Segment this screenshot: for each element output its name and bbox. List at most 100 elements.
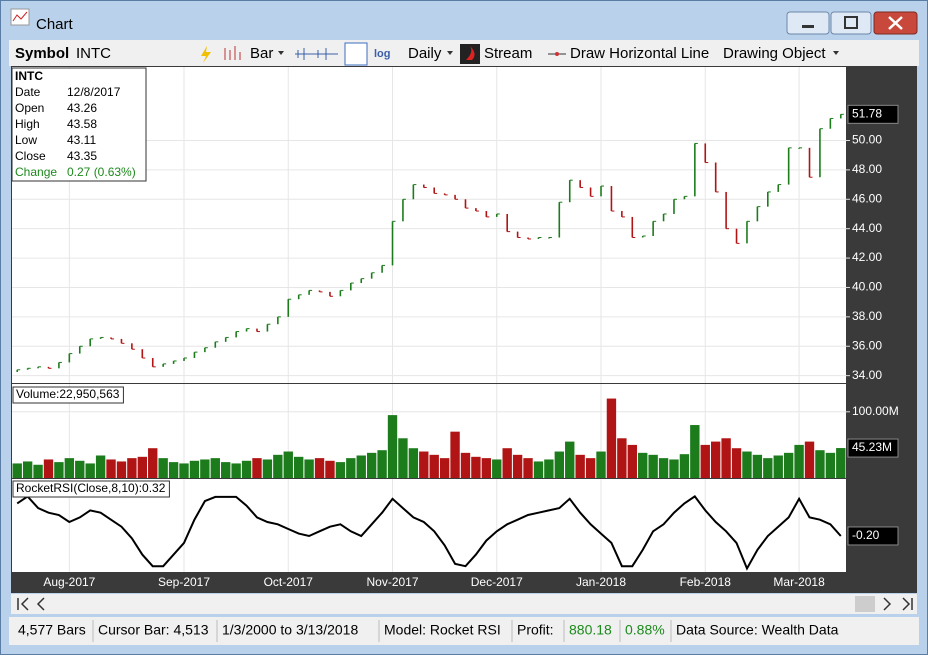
volume-bar: [231, 463, 241, 478]
volume-bar: [502, 448, 512, 478]
volume-bar: [533, 461, 544, 478]
volume-bar: [64, 458, 75, 478]
volume-bar: [596, 451, 606, 478]
info-value: 43.26: [67, 101, 97, 115]
volume-bar: [95, 455, 106, 478]
volume-bar: [137, 456, 148, 478]
info-change-label: Change: [15, 165, 57, 179]
volume-bar: [75, 460, 85, 478]
toolbar-bar-style[interactable]: Bar: [250, 45, 273, 62]
zoom-icons[interactable]: [295, 48, 338, 60]
lightning-icon[interactable]: [201, 46, 211, 63]
x-tick-label: Nov-2017: [366, 575, 418, 589]
volume-bar: [783, 452, 794, 478]
scrollbar[interactable]: [11, 594, 917, 614]
last-value-label: 51.78: [852, 106, 882, 120]
volume-bar: [763, 458, 773, 478]
volume-bar: [148, 448, 158, 478]
volume-bar: [710, 441, 721, 478]
last-value-label: -0.20: [852, 528, 880, 542]
x-tick-label: Sep-2017: [158, 575, 210, 589]
scroll-arrows[interactable]: [17, 597, 913, 611]
volume-bar: [669, 459, 679, 478]
last-value-box: [847, 438, 899, 458]
stream-icon[interactable]: [460, 44, 480, 64]
status-bar: [9, 617, 919, 645]
volume-bar: [356, 455, 366, 478]
maximize-button[interactable]: [830, 11, 872, 35]
volume-bar: [721, 438, 731, 478]
bar-icon[interactable]: [224, 46, 241, 60]
info-value: 43.11: [67, 133, 96, 147]
volume-bar: [200, 459, 210, 478]
volume-bar: [679, 454, 690, 478]
volume-bar: [617, 438, 627, 478]
info-value: 43.58: [67, 117, 97, 131]
volume-bar: [658, 458, 669, 478]
status-item: 880.18: [569, 622, 612, 638]
minimize-button[interactable]: [786, 11, 830, 35]
panel-title-box: [12, 480, 170, 498]
y-tick-label: 34.00: [852, 368, 882, 382]
volume-bar: [241, 460, 252, 478]
volume-bar: [700, 444, 710, 478]
volume-bar: [773, 455, 783, 478]
volume-bar: [283, 451, 293, 478]
panel-title: RocketRSI(Close,8,10):0.32: [16, 481, 166, 495]
stream-flame: [466, 46, 475, 60]
volume-bar: [825, 452, 836, 478]
volume-bar: [221, 462, 231, 478]
volume-bar: [554, 451, 565, 478]
last-value-box: [847, 104, 899, 124]
y-tick-label: 40.00: [852, 280, 882, 294]
volume-bar: [387, 415, 398, 478]
volume-panel: [12, 384, 846, 478]
volume-bar: [492, 459, 502, 478]
volume-bar: [273, 454, 283, 478]
info-value: 43.35: [67, 149, 97, 163]
toolbar-draw-line[interactable]: Draw Horizontal Line: [570, 45, 709, 62]
volume-bar: [85, 463, 95, 478]
volume-bar: [481, 458, 492, 478]
info-symbol: INTC: [15, 69, 43, 83]
minimize-icon: [802, 25, 814, 28]
app-icon: [10, 8, 30, 26]
toolbar-drawing-object[interactable]: Drawing Object: [723, 45, 826, 62]
y-tick-label: 42.00: [852, 250, 882, 264]
volume-bar: [565, 441, 575, 478]
toggle-button[interactable]: [344, 42, 368, 66]
app-icon-line: [12, 11, 28, 22]
y-tick-label: 38.00: [852, 309, 882, 323]
status-item: 0.88%: [625, 622, 665, 638]
info-label: Open: [15, 101, 44, 115]
status-item: Cursor Bar: 4,513: [98, 622, 209, 638]
volume-bar: [544, 459, 554, 478]
volume-bar: [460, 452, 471, 478]
status-item: 4,577 Bars: [18, 622, 86, 638]
volume-bar: [12, 463, 22, 478]
y-tick-label: 50.00: [852, 133, 882, 147]
volume-bar: [293, 456, 304, 478]
toolbar-symbol[interactable]: INTC: [76, 45, 111, 62]
info-change-value: 0.27 (0.63%): [67, 165, 136, 179]
toolbar-symbol-label[interactable]: Symbol: [15, 45, 69, 62]
panel-title: Volume:22,950,563: [16, 387, 120, 401]
volume-bar: [158, 458, 168, 478]
toolbar-stream[interactable]: Stream: [484, 45, 532, 62]
volume-bar: [638, 452, 648, 478]
volume-bar: [742, 451, 752, 478]
volume-bar: [752, 454, 763, 478]
scroll-thumb[interactable]: [855, 596, 875, 612]
chart-area: Aug-2017 Sep-2017 Oct-2017 Nov-2017 Dec-2017…: [11, 66, 917, 593]
volume-bar: [815, 450, 825, 478]
volume-bar: [690, 425, 700, 478]
toolbar-scale[interactable]: Daily: [408, 45, 442, 62]
volume-bar: [408, 448, 419, 478]
maximize-icon: [844, 16, 858, 29]
toolbar-log[interactable]: log: [374, 48, 391, 60]
volume-bar: [314, 458, 325, 478]
status-item: Profit:: [517, 622, 554, 638]
volume-bar: [512, 454, 523, 478]
x-tick-label: Dec-2017: [471, 575, 523, 589]
